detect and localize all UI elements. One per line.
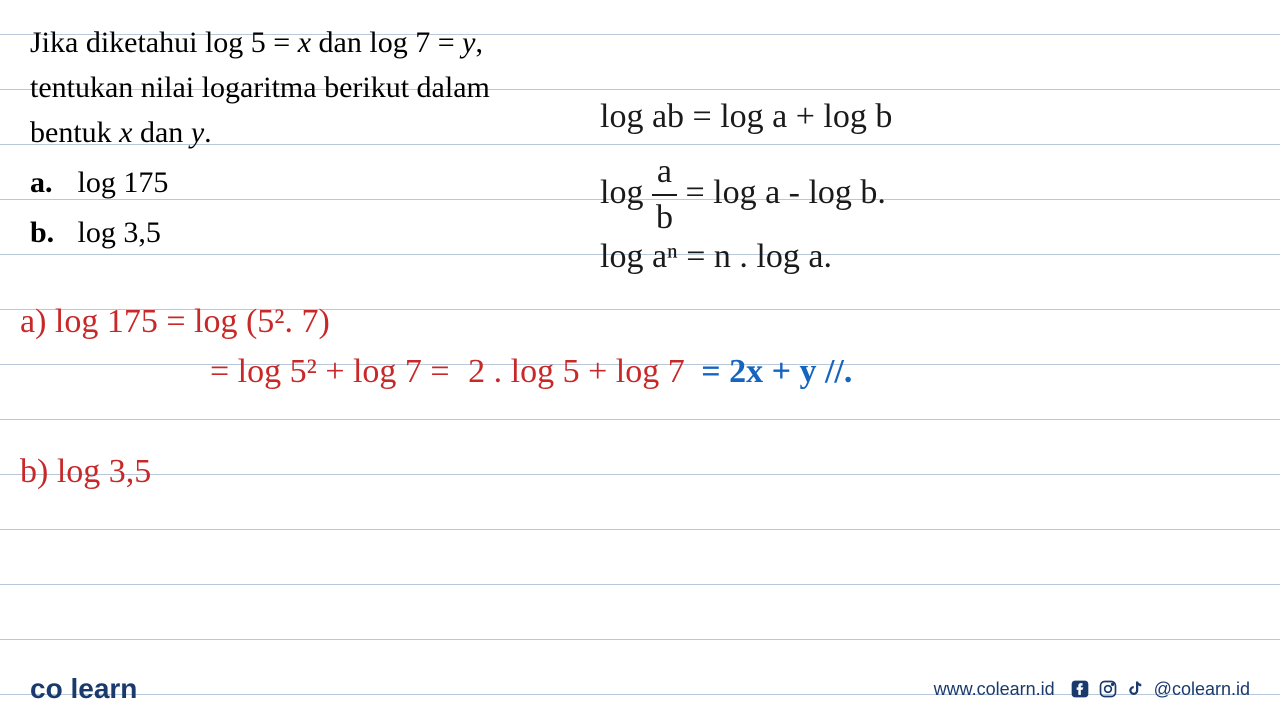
instagram-icon <box>1098 679 1118 699</box>
website-url: www.colearn.id <box>934 679 1055 700</box>
solution-answer: = 2x + y //. <box>701 353 852 390</box>
text: dan log 7 = <box>311 26 462 59</box>
problem-line-1: Jika diketahui log 5 = x dan log 7 = y, <box>30 20 1250 65</box>
denominator: b <box>652 196 677 240</box>
facebook-icon <box>1070 679 1090 699</box>
variable-x: x <box>119 116 132 149</box>
solution-text: log 175 = log (5². 7) <box>55 303 330 340</box>
logo-part-2: learn <box>70 673 137 704</box>
text: dan <box>132 116 190 149</box>
text: log <box>600 174 652 211</box>
text: = log a - log b. <box>677 174 886 211</box>
social-icons: @colearn.id <box>1070 679 1250 700</box>
text: , <box>475 26 483 59</box>
variable-y: y <box>191 116 204 149</box>
brand-logo: co learn <box>30 673 137 705</box>
solution-b: b) log 3,5 <box>20 450 151 494</box>
text: Jika diketahui log 5 = <box>30 26 298 59</box>
solution-text: 2 . log 5 + log 7 <box>468 353 685 390</box>
logo-part-1: co <box>30 673 63 704</box>
text: bentuk <box>30 116 119 149</box>
numerator: a <box>652 150 677 196</box>
variable-y: y <box>462 26 475 59</box>
option-text: log 3,5 <box>78 216 161 249</box>
solution-text: = log 5² + log 7 = <box>210 353 450 390</box>
solution-text: log 3,5 <box>57 453 151 490</box>
solution-a-line2: = log 5² + log 7 = 2 . log 5 + log 7 = 2… <box>210 350 852 394</box>
footer-right: www.colearn.id @colearn.id <box>934 679 1250 700</box>
text: . <box>204 116 212 149</box>
option-text: log 175 <box>78 166 169 199</box>
option-label: a. <box>30 160 70 205</box>
formula-product-rule: log ab = log a + log b <box>600 95 892 139</box>
formula-quotient-rule: log ab = log a - log b. <box>600 150 886 240</box>
solution-a: a) log 175 = log (5². 7) <box>20 300 330 344</box>
option-label: b. <box>30 210 70 255</box>
solution-label: b) <box>20 453 48 490</box>
social-handle: @colearn.id <box>1154 679 1250 700</box>
solution-label: a) <box>20 303 46 340</box>
fraction: ab <box>652 150 677 240</box>
variable-x: x <box>298 26 311 59</box>
formula-power-rule: log aⁿ = n . log a. <box>600 235 832 279</box>
tiktok-icon <box>1126 679 1146 699</box>
footer: co learn www.colearn.id @colearn.id <box>0 673 1280 705</box>
content-area: Jika diketahui log 5 = x dan log 7 = y, … <box>0 0 1280 275</box>
